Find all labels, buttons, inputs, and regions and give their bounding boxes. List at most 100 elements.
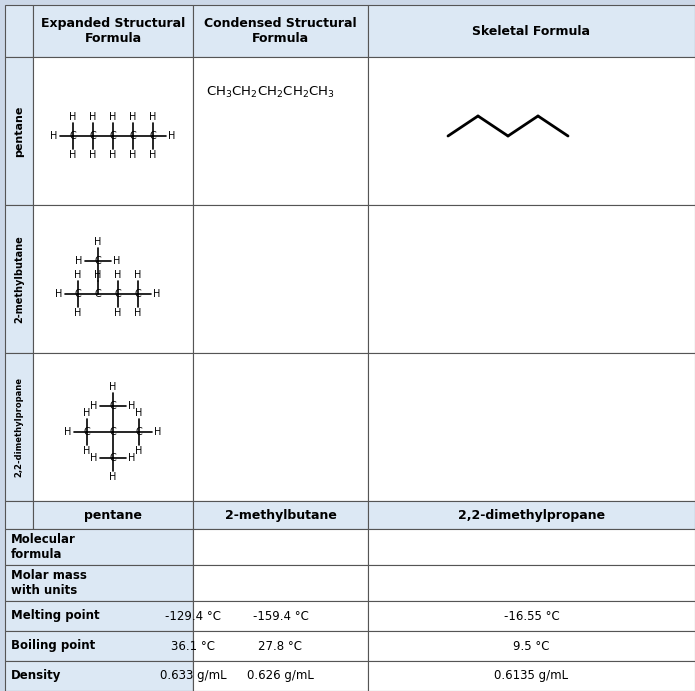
Text: C: C xyxy=(110,427,116,437)
Bar xyxy=(368,205,695,353)
Bar xyxy=(5,661,193,691)
Text: 36.1 °C: 36.1 °C xyxy=(171,639,215,652)
Bar xyxy=(368,565,695,601)
Text: H: H xyxy=(136,408,142,418)
Bar xyxy=(193,565,368,601)
Text: 0.633 g/mL: 0.633 g/mL xyxy=(160,670,227,683)
Text: C: C xyxy=(95,289,101,299)
Bar xyxy=(368,57,695,205)
Text: 0.6135 g/mL: 0.6135 g/mL xyxy=(494,670,569,683)
Text: H: H xyxy=(83,446,90,456)
Bar xyxy=(193,529,368,565)
Bar xyxy=(193,631,368,661)
Text: H: H xyxy=(154,427,162,437)
Bar xyxy=(193,353,368,501)
Bar xyxy=(5,57,33,205)
Bar xyxy=(5,529,193,565)
Text: H: H xyxy=(149,112,156,122)
Text: H: H xyxy=(129,150,137,160)
Bar xyxy=(33,205,193,353)
Text: 9.5 °C: 9.5 °C xyxy=(513,639,550,652)
Text: H: H xyxy=(95,270,101,280)
Text: H: H xyxy=(75,256,83,266)
Text: C: C xyxy=(110,453,116,463)
Text: 0.626 g/mL: 0.626 g/mL xyxy=(247,670,314,683)
Text: H: H xyxy=(50,131,58,141)
Text: 2-methylbutane: 2-methylbutane xyxy=(224,509,336,522)
Text: H: H xyxy=(95,237,101,247)
Text: H: H xyxy=(136,446,142,456)
Text: H: H xyxy=(134,270,142,280)
Text: H: H xyxy=(70,150,76,160)
Text: C: C xyxy=(110,131,116,141)
Bar xyxy=(5,631,193,661)
Text: H: H xyxy=(129,401,136,411)
Text: C: C xyxy=(74,289,81,299)
Text: C: C xyxy=(90,131,97,141)
Bar xyxy=(368,353,695,501)
Bar xyxy=(368,601,695,631)
Bar xyxy=(193,601,368,631)
Text: H: H xyxy=(90,112,97,122)
Text: C: C xyxy=(115,289,122,299)
Bar xyxy=(33,353,193,501)
Text: C: C xyxy=(149,131,156,141)
Text: H: H xyxy=(134,308,142,318)
Text: Expanded Structural
Formula: Expanded Structural Formula xyxy=(41,17,185,45)
Text: 2-methylbutane: 2-methylbutane xyxy=(14,235,24,323)
Bar xyxy=(5,601,193,631)
Text: Melting point: Melting point xyxy=(11,609,99,623)
Bar xyxy=(5,501,33,529)
Text: H: H xyxy=(149,150,156,160)
Text: C: C xyxy=(130,131,136,141)
Bar xyxy=(5,353,33,501)
Text: C: C xyxy=(136,427,142,437)
Text: 2,2-dimethylpropane: 2,2-dimethylpropane xyxy=(458,509,605,522)
Bar xyxy=(5,205,33,353)
Text: CH$_3$CH$_2$CH$_2$CH$_2$CH$_3$: CH$_3$CH$_2$CH$_2$CH$_2$CH$_3$ xyxy=(206,84,335,100)
Bar xyxy=(193,205,368,353)
Text: H: H xyxy=(83,408,90,418)
Text: Boiling point: Boiling point xyxy=(11,639,95,652)
Text: H: H xyxy=(74,270,82,280)
Text: H: H xyxy=(109,112,117,122)
Text: Molecular
formula: Molecular formula xyxy=(11,533,76,561)
Text: Molar mass
with units: Molar mass with units xyxy=(11,569,87,597)
Text: C: C xyxy=(95,256,101,266)
Text: H: H xyxy=(74,308,82,318)
Text: H: H xyxy=(109,382,117,392)
Text: -159.4 °C: -159.4 °C xyxy=(252,609,309,623)
Text: H: H xyxy=(70,112,76,122)
Text: 2,2-dimethylpropane: 2,2-dimethylpropane xyxy=(15,377,24,477)
Text: C: C xyxy=(83,427,90,437)
Bar xyxy=(5,565,193,601)
Text: Condensed Structural
Formula: Condensed Structural Formula xyxy=(204,17,357,45)
Bar xyxy=(33,5,193,57)
Text: H: H xyxy=(114,308,122,318)
Text: -129.4 °C: -129.4 °C xyxy=(165,609,221,623)
Text: H: H xyxy=(154,289,161,299)
Bar xyxy=(368,631,695,661)
Text: H: H xyxy=(65,427,72,437)
Text: H: H xyxy=(56,289,63,299)
Text: H: H xyxy=(109,472,117,482)
Text: C: C xyxy=(135,289,141,299)
Bar xyxy=(33,501,193,529)
Text: H: H xyxy=(90,453,98,463)
Text: Skeletal Formula: Skeletal Formula xyxy=(473,24,591,37)
Text: H: H xyxy=(90,150,97,160)
Bar xyxy=(5,5,33,57)
Bar xyxy=(368,5,695,57)
Bar xyxy=(368,529,695,565)
Bar xyxy=(193,661,368,691)
Text: H: H xyxy=(129,453,136,463)
Text: H: H xyxy=(113,256,121,266)
Text: 27.8 °C: 27.8 °C xyxy=(259,639,302,652)
Bar xyxy=(368,661,695,691)
Text: pentane: pentane xyxy=(14,105,24,157)
Text: C: C xyxy=(70,131,76,141)
Bar xyxy=(193,501,368,529)
Bar xyxy=(33,57,193,205)
Text: H: H xyxy=(168,131,176,141)
Text: C: C xyxy=(110,401,116,411)
